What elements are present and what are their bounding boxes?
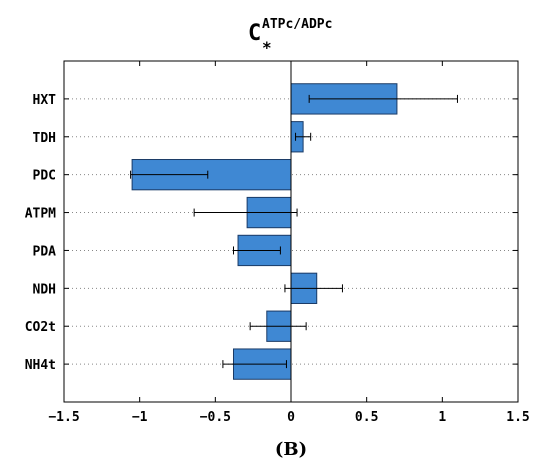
x-ticks — [63, 61, 519, 402]
x-tick-label: 0.5 — [355, 410, 378, 425]
x-tick-label: −1 — [132, 410, 148, 425]
category-label-nh4t: NH4t — [25, 358, 56, 373]
category-label-hxt: HXT — [33, 93, 57, 108]
title-subscript: * — [262, 38, 272, 57]
x-tick-label: −1.5 — [48, 410, 79, 425]
category-label-pda: PDA — [33, 244, 57, 259]
x-tick-label: −0.5 — [200, 410, 231, 425]
title-main: C — [248, 21, 261, 46]
category-label-atpm: ATPM — [25, 207, 56, 222]
x-tick-label: 1 — [438, 410, 446, 425]
x-tick-labels: −1.5 −1 −0.5 0 0.5 1 1.5 — [48, 410, 529, 425]
x-tick-label: 0 — [287, 410, 295, 425]
x-tick-label: 1.5 — [506, 410, 529, 425]
category-label-ndh: NDH — [33, 282, 56, 297]
error-bars — [130, 94, 458, 369]
category-label-tdh: TDH — [33, 131, 56, 146]
category-label-pdc: PDC — [33, 169, 56, 184]
category-labels: HXT TDH PDC ATPM PDA NDH CO2t NH4t — [25, 93, 56, 373]
title-superscript: ATPc/ADPc — [262, 17, 332, 32]
panel-label: (B) — [275, 439, 307, 460]
category-label-co2t: CO2t — [25, 320, 56, 335]
chart-title: C ATPc/ADPc * — [248, 17, 332, 57]
